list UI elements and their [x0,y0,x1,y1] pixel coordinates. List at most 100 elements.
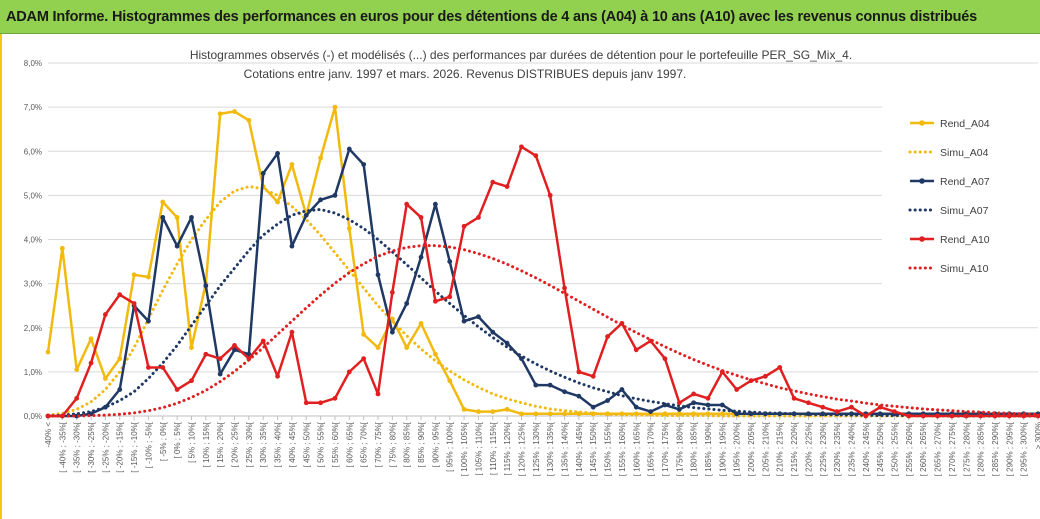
x-tick-label: [ 10% ; 15%[ [202,421,211,467]
data-point [117,387,123,392]
x-tick-label: [ 35% ; 40%[ [274,421,283,467]
x-tick-label: [ 240% ; 245%[ [862,421,871,476]
data-point [332,104,338,110]
data-point [432,351,438,357]
x-tick-label: [ -20% ; -15%[ [116,421,125,472]
x-tick-label: [ 25% ; 30%[ [245,421,254,467]
x-tick-label: [ 290% ; 295%[ [1005,421,1014,476]
x-tick-label: [ 250% ; 255%[ [891,421,900,476]
series-line-rend-a07 [48,147,1038,418]
x-tick-label: -40% < [44,422,53,448]
data-point [289,243,295,249]
legend-label: Rend_A07 [940,176,990,188]
x-tick-label: [ 80% ; 85%[ [403,421,412,467]
series-line-simu-a07 [46,208,1040,418]
data-point [260,170,266,176]
data-point [920,413,926,419]
data-point [74,367,80,373]
data-point [389,290,395,295]
data-point [562,285,567,291]
x-tick-label: [ 255% ; 260%[ [905,421,914,476]
x-tick-label: [ -5% ; 0%[ [159,421,168,461]
x-tick-label: [ 160% ; 165%[ [632,421,641,476]
x-tick-label: [ 110% ; 115%[ [489,421,498,475]
data-point [174,387,180,392]
legend-item-rend-a10: Rend_A10 [910,234,990,246]
data-point [892,409,897,414]
x-tick-label: [ 30% ; 35%[ [259,421,268,467]
legend-label: Simu_A07 [940,205,989,217]
data-point [476,215,481,220]
x-tick-label: [ 235% ; 240%[ [847,421,856,476]
x-tick-label: [ 45% ; 50%[ [302,421,311,467]
report-banner: ADAM Informe. Histogrammes des performan… [0,0,1040,34]
data-point [217,111,223,117]
data-point [619,387,625,392]
y-tick-label: 2,0% [24,324,42,333]
data-point [375,272,381,278]
data-point [189,345,194,351]
x-tick-label: [ 0% ; 5%[ [173,421,182,458]
legend-label: Rend_A04 [940,118,990,130]
data-point [791,395,797,401]
legend-item-simu-a04: Simu_A04 [908,147,989,159]
data-point [189,215,194,220]
data-point [504,406,510,412]
y-tick-label: 8,0% [24,59,42,68]
data-point [849,404,854,410]
data-point [490,409,496,414]
data-point [318,400,324,406]
data-point [633,347,639,353]
data-point [418,320,424,326]
data-point [1035,413,1040,419]
x-tick-label: [ 175% ; 180%[ [675,421,684,476]
data-point [863,413,869,419]
legend-item-simu-a07: Simu_A07 [908,205,989,217]
legend-marker [919,178,925,184]
x-tick-label: [ 5% ; 10%[ [187,421,196,463]
x-tick-label: [ 130% ; 135%[ [546,421,555,476]
data-point [676,400,682,406]
data-point [978,413,984,419]
data-point [146,274,151,280]
series-simu-a07 [46,208,1040,418]
data-point [734,411,740,417]
data-point [189,378,194,384]
x-tick-label: [ 150% ; 155%[ [604,421,613,476]
data-point [232,343,237,348]
x-tick-label: [ 70% ; 75%[ [374,421,383,467]
data-point [217,356,223,362]
legend-item-rend-a04: Rend_A04 [910,118,990,130]
y-tick-label: 4,0% [24,236,42,245]
data-point [361,331,367,337]
performance-histogram-chart: Histogrammes observés (-) et modélisés (… [24,48,1040,476]
chart-subtitle: Cotations entre janv. 1997 et mars. 2026… [244,67,687,81]
legend-item-simu-a10: Simu_A10 [908,263,989,275]
data-point [461,223,467,229]
x-tick-label: [ 170% ; 175%[ [661,421,670,476]
data-point [318,197,324,203]
data-point [935,413,940,419]
data-point [719,402,725,408]
x-tick-label: [ 220% ; 225%[ [804,421,813,476]
data-point [203,283,209,289]
data-point [519,144,524,150]
data-point [389,316,395,322]
data-point [533,153,539,159]
data-point [447,294,453,300]
data-point [102,376,108,381]
data-point [705,402,711,408]
x-tick-label: [ 95% ; 100%[ [446,421,455,472]
data-point [361,162,367,167]
data-point [461,318,467,324]
x-tick-label: [ 155% ; 160%[ [618,421,627,476]
data-point [404,201,410,207]
x-tick-label: [ 195% ; 200%[ [733,421,742,476]
x-tick-label: [ 245% ; 250%[ [876,421,885,476]
data-point [691,391,697,397]
data-point [88,360,94,366]
x-tick-label: [ 125% ; 130%[ [532,421,541,476]
data-point [160,215,166,220]
data-point [605,398,610,403]
x-tick-label: [ 120% ; 125%[ [517,421,526,476]
